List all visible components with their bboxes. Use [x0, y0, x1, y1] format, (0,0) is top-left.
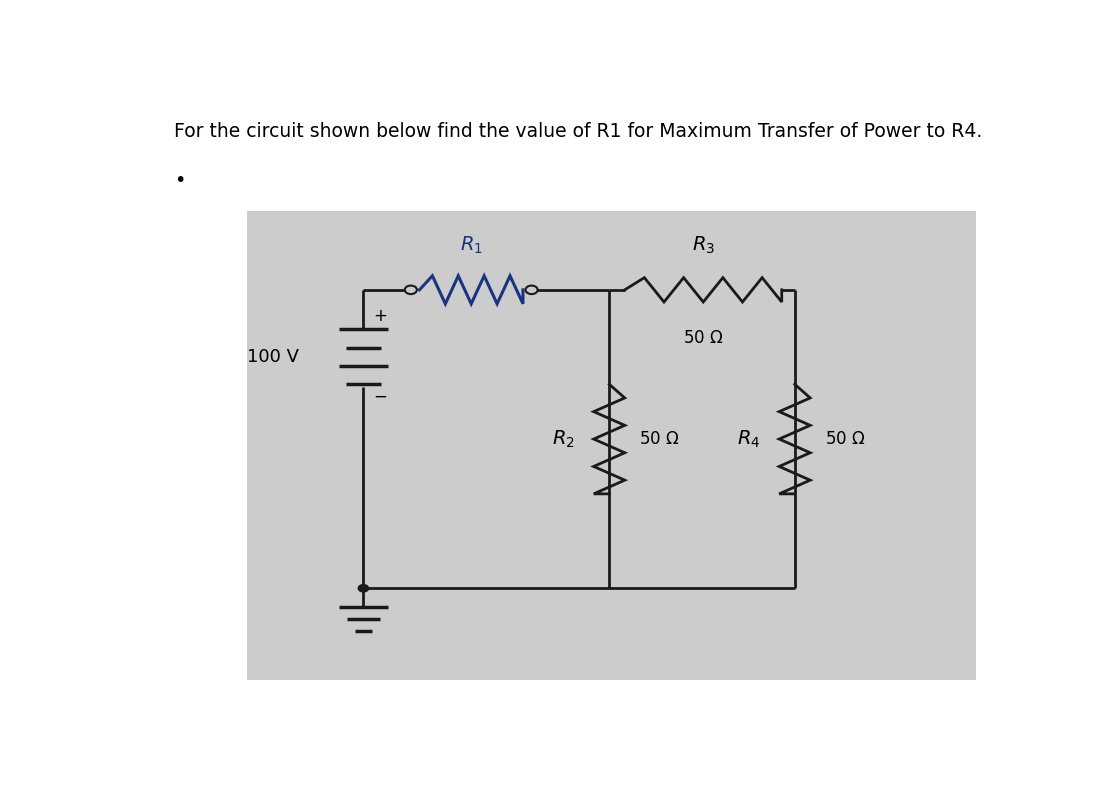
- Text: −: −: [374, 388, 387, 405]
- Text: •: •: [174, 171, 185, 190]
- Text: 50 $\Omega$: 50 $\Omega$: [640, 430, 680, 448]
- Text: 50 $\Omega$: 50 $\Omega$: [683, 329, 723, 347]
- Text: 100 V: 100 V: [247, 348, 298, 365]
- Text: 50 $\Omega$: 50 $\Omega$: [825, 430, 866, 448]
- Text: $R_4$: $R_4$: [737, 429, 760, 450]
- Text: +: +: [374, 307, 387, 324]
- Text: $R_1$: $R_1$: [460, 235, 483, 256]
- Bar: [247, 210, 976, 679]
- Circle shape: [525, 286, 538, 294]
- Circle shape: [358, 585, 368, 592]
- Circle shape: [405, 286, 417, 294]
- Text: $R_3$: $R_3$: [691, 235, 715, 256]
- Text: For the circuit shown below find the value of R1 for Maximum Transfer of Power t: For the circuit shown below find the val…: [174, 123, 982, 142]
- Text: $R_2$: $R_2$: [552, 429, 574, 450]
